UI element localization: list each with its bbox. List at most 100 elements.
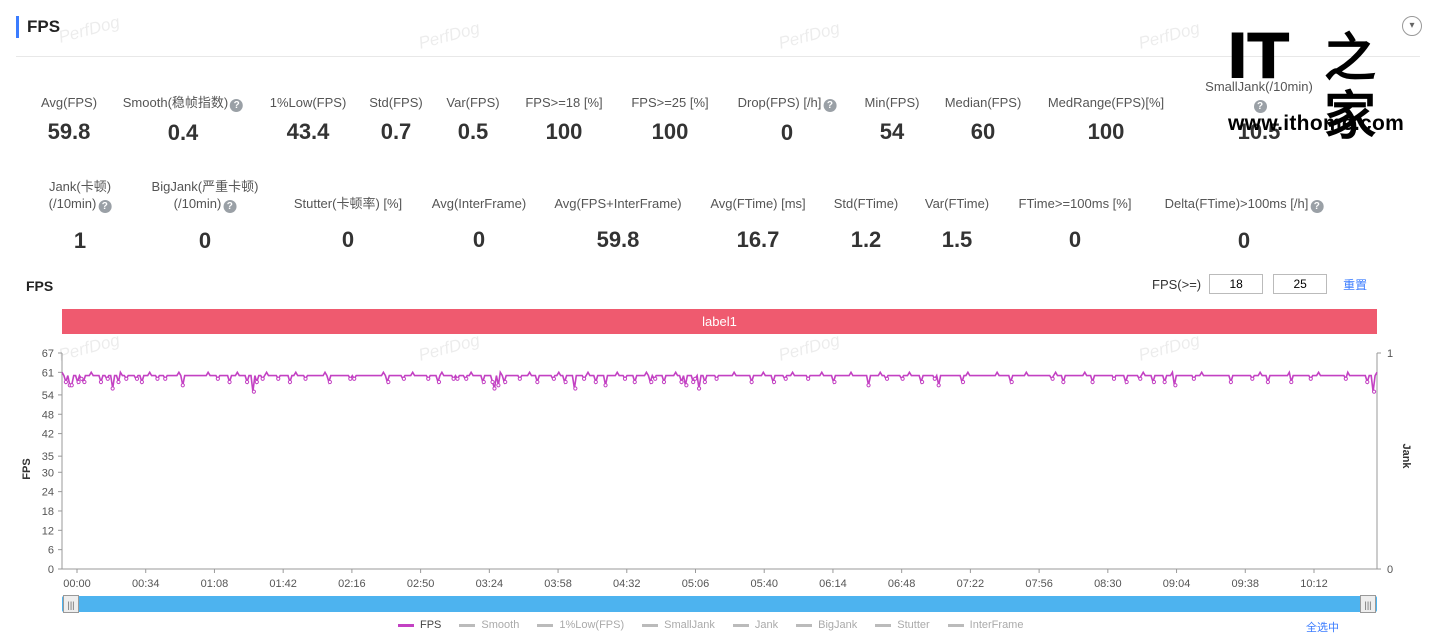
stat-value: 0.5: [457, 119, 489, 144]
accent-bar: [16, 16, 19, 38]
fps-point: [215, 376, 220, 381]
fps-point: [163, 376, 168, 381]
help-icon[interactable]: ?: [1310, 200, 1324, 213]
fps-point: [691, 379, 696, 385]
legend-label: 1%Low(FPS): [559, 619, 625, 631]
fps-point: [1090, 379, 1095, 385]
stat-row2-4: Avg(FPS+InterFrame) 59.8: [554, 195, 681, 253]
y-tick-label: 18: [42, 506, 54, 518]
stat-label: Min(FPS): [865, 94, 920, 111]
fps-point: [244, 379, 250, 385]
fps-point: [481, 379, 486, 385]
help-icon[interactable]: ?: [823, 99, 837, 112]
x-tick-label: 05:40: [750, 578, 778, 590]
fps-point: [79, 376, 84, 381]
legend-label: Jank: [754, 619, 779, 631]
fps-point: [352, 376, 357, 381]
fps-point: [134, 376, 140, 381]
stat-label-text: SmallJank(/10min): [1205, 79, 1313, 94]
stat-label: Avg(FPS+InterFrame): [554, 195, 681, 212]
fps-point: [749, 379, 754, 385]
fps-threshold-2-input[interactable]: [1273, 274, 1328, 294]
watermark-text: PerfDog: [776, 18, 842, 53]
x-tick-label: 08:30: [1094, 578, 1122, 590]
legend-item-bigjank[interactable]: BigJank: [796, 619, 857, 631]
stat-label-text: Delta(FTime)>100ms [/h]: [1164, 196, 1309, 211]
stat-label-text: Jank(卡顿): [48, 179, 112, 194]
slider-left-handle[interactable]: |||: [63, 595, 79, 613]
x-tick-label: 00:34: [132, 578, 160, 590]
legend-item-stutter[interactable]: Stutter: [875, 619, 930, 631]
stat-label-text: Std(FTime): [833, 196, 899, 211]
fps-point: [116, 379, 121, 385]
watermark-text: PerfDog: [1136, 18, 1202, 53]
fps-point: [649, 379, 654, 385]
legend-label: Stutter: [897, 619, 930, 631]
stat-value: 60: [970, 119, 996, 144]
fps-point: [900, 376, 905, 381]
fps-point: [1265, 379, 1271, 385]
chart-title: FPS: [26, 278, 54, 294]
stat-label: Var(FTime): [925, 195, 989, 212]
legend-item-smalljank[interactable]: SmallJank: [642, 619, 715, 631]
select-all-link[interactable]: 全选中: [1306, 622, 1339, 634]
stat-row1-11: SmallJank(/10min)? 10.5: [1199, 78, 1319, 145]
legend-item-fps[interactable]: FPS: [398, 619, 441, 631]
fps-point: [254, 379, 259, 385]
fps-point: [632, 379, 637, 385]
stat-label-text: Var(FTime): [924, 196, 990, 211]
fps-point: [426, 376, 431, 381]
fps-point: [573, 386, 578, 391]
fps-point: [517, 376, 522, 381]
legend-item-jank[interactable]: Jank: [732, 619, 779, 631]
x-tick-label: 06:48: [888, 578, 916, 590]
x-tick-label: 02:50: [407, 578, 435, 590]
fps-point: [139, 379, 144, 385]
x-tick-label: 10:12: [1300, 578, 1328, 590]
x-tick-label: 01:08: [201, 578, 229, 590]
fps-point: [110, 386, 115, 391]
fps-threshold-1-input[interactable]: [1209, 274, 1264, 294]
fps-point: [1173, 383, 1178, 388]
fps-point: [227, 379, 232, 385]
slider-right-handle[interactable]: |||: [1360, 595, 1376, 613]
stat-value: 0: [1237, 228, 1251, 253]
fps-point: [1365, 379, 1370, 385]
x-tick-label: 01:42: [269, 578, 297, 590]
stat-value: 43.4: [286, 119, 330, 144]
stat-row1-6: FPS>=25 [%] 100: [631, 94, 708, 145]
x-tick-label: 03:24: [476, 578, 504, 590]
legend-item-1-low-fps-[interactable]: 1%Low(FPS): [537, 619, 624, 631]
stat-row2-8: FTime>=100ms [%] 0: [1019, 195, 1132, 253]
stat-row1-9: Median(FPS) 60: [945, 94, 1022, 145]
fps-point: [1111, 376, 1117, 381]
stat-label: Var(FPS): [446, 94, 499, 111]
fps-point: [535, 379, 540, 385]
stat-value: 0: [472, 227, 486, 252]
section-header: FPS: [16, 14, 60, 40]
stat-label-unit: (/10min): [173, 196, 222, 211]
help-icon[interactable]: ?: [98, 200, 112, 213]
help-icon[interactable]: ?: [230, 99, 244, 112]
help-icon[interactable]: ?: [223, 200, 237, 213]
fps-point: [702, 379, 707, 385]
fps-point: [1250, 376, 1255, 381]
y2-axis-label: Jank: [1400, 443, 1412, 469]
fps-chart: 0 6 12 18 24 30 35 42 48 54 61 67 1 0 FPS Jank 00:00 00:3…: [21, 348, 1412, 590]
stat-label: Std(FTime): [834, 195, 899, 212]
watermark-text: PerfDog: [56, 12, 122, 47]
fps-point: [563, 379, 568, 385]
fps-point: [327, 379, 332, 385]
stat-row2-7: Var(FTime) 1.5: [925, 195, 989, 253]
legend-item-smooth[interactable]: Smooth: [459, 619, 519, 631]
timeline-slider[interactable]: [62, 596, 1377, 612]
legend-item-interframe[interactable]: InterFrame: [947, 619, 1023, 631]
label-band[interactable]: label1: [62, 309, 1377, 334]
legend-label: Smooth: [481, 619, 520, 631]
x-tick-label: 09:38: [1232, 578, 1260, 590]
collapse-icon[interactable]: ▾: [1402, 16, 1422, 36]
fps-point: [82, 379, 87, 385]
x-tick-label: 00:00: [63, 578, 91, 590]
reset-link[interactable]: 重置: [1343, 277, 1368, 292]
help-icon[interactable]: ?: [1253, 100, 1267, 113]
